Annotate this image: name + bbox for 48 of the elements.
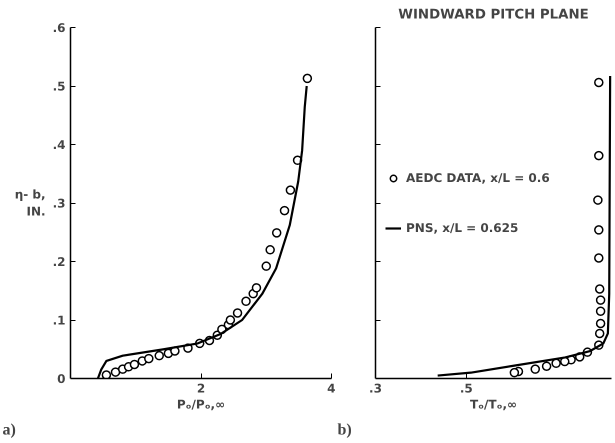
point (280, 206, 290, 216)
point (232, 308, 242, 318)
legend-label: AEDC DATA, x/L = 0.6 (406, 170, 550, 184)
legend-label: PNS, x/L = 0.625 (406, 220, 518, 234)
point (530, 364, 540, 374)
point (510, 368, 520, 378)
point (265, 245, 275, 255)
point (286, 185, 296, 195)
x-tick-label: .3 (369, 382, 382, 396)
text: b) (338, 422, 352, 438)
x-axis-title: Pₒ/Pₒ,∞ (176, 398, 226, 412)
point (252, 283, 262, 293)
point (272, 228, 282, 238)
point (594, 225, 604, 235)
point (594, 150, 604, 160)
x-tick-label: 4 (327, 382, 336, 396)
y-tick-label: .6 (52, 21, 66, 35)
point (130, 360, 140, 370)
y-tick-label: .3 (52, 196, 66, 210)
point (241, 296, 251, 306)
y-tick-label: .5 (52, 80, 66, 94)
point (302, 74, 312, 84)
point (594, 78, 604, 88)
point (226, 315, 236, 325)
point (594, 253, 604, 263)
point (594, 284, 604, 294)
point (144, 354, 154, 364)
chart-title: WINDWARD PITCH PLANE (398, 8, 589, 22)
x-tick-label: 2 (196, 382, 206, 396)
x-tick-label: .5 (460, 382, 473, 396)
point (262, 261, 271, 271)
point (596, 318, 606, 328)
y-tick-label: 0 (57, 372, 66, 386)
point (110, 367, 120, 377)
text: a) (2, 422, 16, 438)
point (596, 295, 606, 305)
point (551, 358, 561, 368)
point (593, 195, 603, 205)
y-axis-title: η- b, IN. (14, 188, 46, 218)
y-tick-label: .1 (52, 314, 66, 328)
point (154, 350, 164, 360)
point (594, 328, 604, 338)
point (596, 306, 606, 316)
y-tick-label: .4 (52, 138, 66, 152)
y-tick-label: .2 (52, 255, 66, 269)
point (542, 361, 552, 371)
point (102, 370, 112, 378)
x-axis-title: Tₒ/Tₒ,∞ (470, 398, 518, 412)
